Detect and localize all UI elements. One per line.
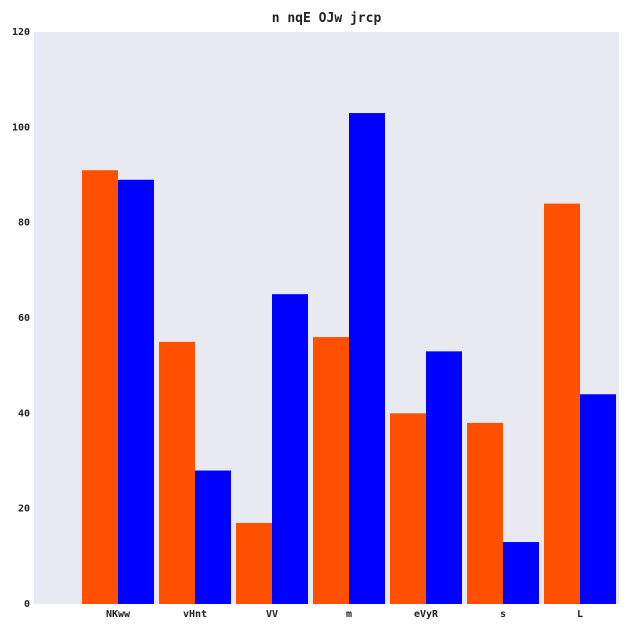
bar-m-series-1 [313,337,349,604]
bar-eVyR-series-1 [390,413,426,604]
x-tick-label: L [577,609,583,620]
bar-s-series-1 [467,422,503,604]
y-tick-label: 80 [18,218,30,229]
y-tick-label: 20 [18,504,30,515]
bar-NKww-series-2 [118,179,154,604]
bar-vHnt-series-2 [195,470,231,604]
bar-VV-series-2 [272,294,308,604]
bar-L-series-2 [580,394,616,604]
x-tick-label: s [500,609,506,620]
y-tick-label: 40 [18,408,30,419]
bars-group [82,113,616,605]
bar-NKww-series-1 [82,170,118,604]
y-tick-label: 60 [18,313,30,324]
x-tick-label: m [346,609,352,620]
bar-vHnt-series-1 [159,341,195,604]
y-tick-label: 120 [12,27,30,38]
bar-m-series-2 [349,113,385,605]
x-tick-label: VV [266,609,278,620]
bar-VV-series-1 [236,522,272,604]
bar-L-series-1 [544,203,580,604]
y-tick-label: 0 [24,599,30,610]
bar-s-series-2 [503,542,539,604]
x-tick-label: NKww [106,609,131,620]
x-tick-label: eVyR [414,609,439,620]
chart-title: n nqE OJw jrcp [272,11,382,26]
y-axis-ticks: 0 20 40 60 80 100 120 [12,27,30,610]
x-tick-label: vHnt [183,609,207,620]
x-axis-ticks: NKww vHnt VV m eVyR s L [106,609,583,620]
y-tick-label: 100 [12,122,30,133]
bar-eVyR-series-2 [426,351,462,604]
